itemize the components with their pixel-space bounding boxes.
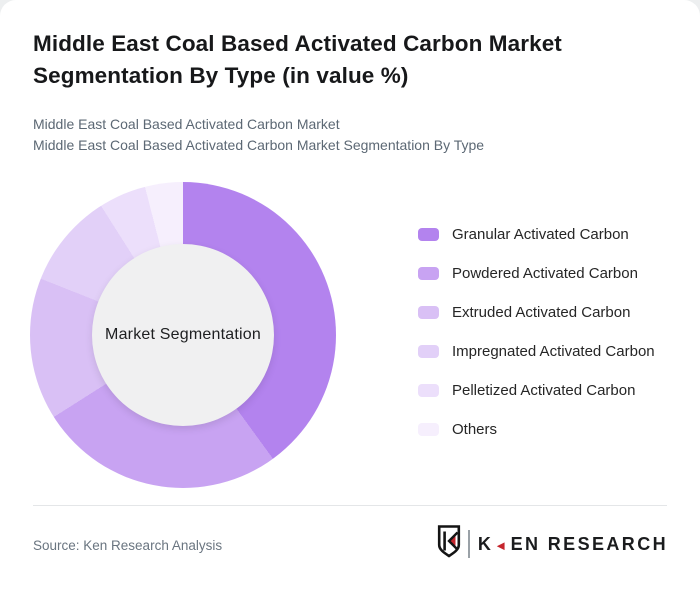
chart-legend: Granular Activated Carbon Powdered Activa… (418, 225, 655, 461)
footer-divider (33, 505, 667, 506)
legend-item: Others (418, 420, 655, 438)
chart-subtitle: Middle East Coal Based Activated Carbon … (33, 114, 484, 156)
donut-hole: Market Segmentation (92, 244, 274, 426)
legend-swatch-icon (418, 266, 439, 280)
shield-k-icon (437, 525, 461, 563)
legend-swatch-icon (418, 227, 439, 241)
legend-swatch-icon (418, 305, 439, 319)
legend-label: Extruded Activated Carbon (452, 303, 631, 321)
legend-label: Powdered Activated Carbon (452, 264, 638, 282)
legend-label: Pelletized Activated Carbon (452, 381, 636, 399)
legend-swatch-icon (418, 422, 439, 436)
subtitle-line-2: Middle East Coal Based Activated Carbon … (33, 137, 485, 153)
donut-center-label: Market Segmentation (105, 326, 261, 343)
page-title: Middle East Coal Based Activated Carbon … (33, 31, 562, 88)
legend-swatch-icon (418, 383, 439, 397)
donut-chart: Market Segmentation (30, 182, 336, 488)
brand-wordmark: K◄EN RESEARCH (478, 534, 668, 555)
brand-red-triangle-icon: ◄ (494, 537, 510, 553)
legend-item: Extruded Activated Carbon (418, 303, 655, 321)
brand-letter-k: K (477, 533, 494, 554)
legend-label: Granular Activated Carbon (452, 225, 629, 243)
logo-divider-bar (467, 530, 470, 558)
brand-rest-text: EN RESEARCH (510, 533, 668, 554)
legend-label: Others (452, 420, 498, 438)
source-note: Source: Ken Research Analysis (33, 538, 223, 553)
legend-item: Granular Activated Carbon (418, 225, 655, 243)
legend-label: Impregnated Activated Carbon (452, 342, 655, 360)
legend-swatch-icon (418, 344, 439, 358)
subtitle-line-1: Middle East Coal Based Activated Carbon … (33, 116, 340, 132)
legend-item: Impregnated Activated Carbon (418, 342, 655, 360)
legend-item: Pelletized Activated Carbon (418, 381, 655, 399)
ken-research-logo: K◄EN RESEARCH (437, 525, 668, 563)
legend-item: Powdered Activated Carbon (418, 264, 655, 282)
